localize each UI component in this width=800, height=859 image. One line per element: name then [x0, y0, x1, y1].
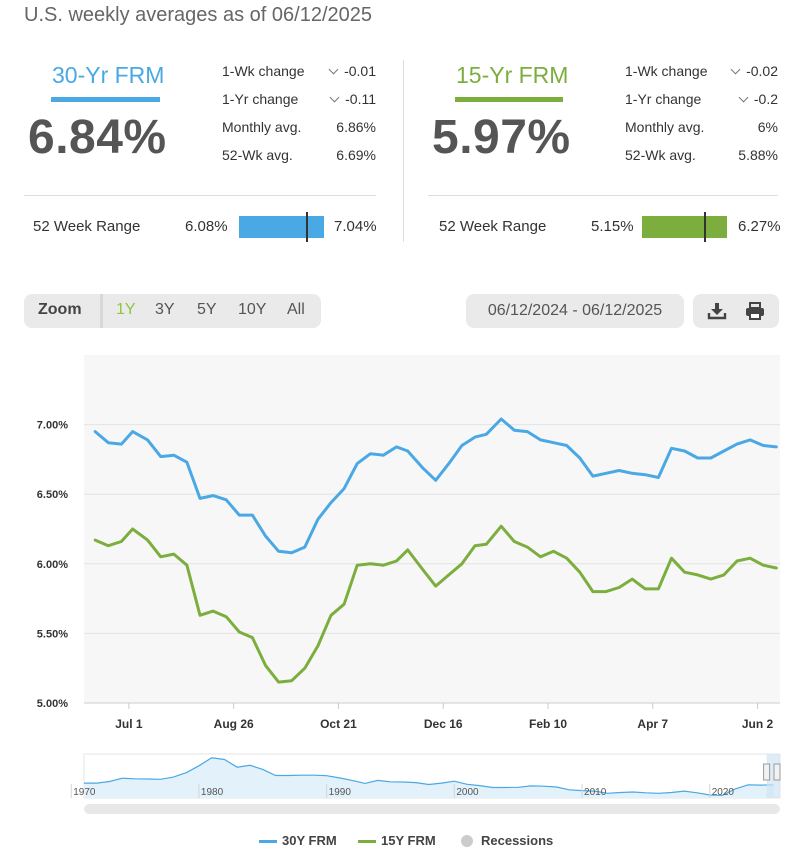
navigator-label: 1970	[73, 787, 96, 798]
panel-30yr-underline	[51, 97, 160, 102]
x-tick-label: Oct 21	[320, 717, 357, 731]
navigator-line	[84, 757, 774, 796]
navigator-label: 2000	[456, 787, 479, 798]
panel-30yr-rate: 6.84%	[28, 111, 167, 164]
stat-value: 6.69%	[336, 147, 376, 163]
stat-label: 1-Wk change	[625, 63, 708, 79]
zoom-1y-button[interactable]: 1Y	[116, 301, 136, 318]
chevron-down-icon	[730, 64, 741, 75]
chevron-down-icon	[328, 64, 339, 75]
navigator-scrollbar	[84, 804, 780, 814]
printer-icon[interactable]	[745, 302, 765, 320]
series-line-15y-frm	[93, 524, 778, 684]
x-tick-label: Jun 2	[742, 717, 774, 731]
legend: 30Y FRM 15Y FRM Recessions	[0, 826, 800, 850]
plot-area	[84, 355, 780, 703]
y-tick-label: 6.00%	[37, 559, 68, 571]
panel-divider	[24, 195, 376, 196]
range-low: 6.08%	[185, 218, 228, 235]
stat-value: -0.11	[314, 91, 376, 107]
legend-30y-swatch	[259, 840, 277, 843]
navigator-label: 1990	[329, 787, 352, 798]
panel-15yr-rate: 5.97%	[432, 111, 571, 164]
page-subtitle: U.S. weekly averages as of 06/12/2025	[24, 4, 372, 26]
panel-15yr-title: 15-Yr FRM	[456, 62, 569, 88]
range-bar	[642, 216, 727, 238]
navigator-label: 2010	[584, 787, 607, 798]
stat-label: 1-Wk change	[222, 63, 305, 79]
stat-label: Monthly avg.	[625, 119, 705, 135]
panel-30yr: 30-Yr FRM 6.84% 1-Wk change -0.01 1-Yr c…	[24, 52, 377, 252]
panel-separator	[403, 60, 404, 242]
stat-label: 1-Yr change	[222, 91, 299, 107]
chevron-down-icon	[738, 92, 749, 103]
x-tick-label: Jul 1	[115, 717, 143, 731]
navigator-label: 1980	[201, 787, 224, 798]
range-high: 6.27%	[738, 218, 781, 235]
y-tick-label: 5.00%	[37, 698, 68, 710]
stat-label: 52-Wk avg.	[222, 147, 293, 163]
stat-value: 6%	[757, 119, 778, 135]
stat-value: 6.86%	[336, 119, 376, 135]
zoom-label: Zoom	[38, 301, 82, 318]
stat-value: -0.2	[718, 91, 778, 107]
y-tick-label: 6.50%	[37, 489, 68, 501]
export-toolbar	[693, 294, 779, 328]
stat-label: 52-Wk avg.	[625, 147, 696, 163]
navigator-handle-right	[773, 763, 781, 781]
stat-label: Monthly avg.	[222, 119, 302, 135]
range-high: 7.04%	[334, 218, 377, 235]
stat-value: -0.02	[718, 63, 778, 79]
x-tick-label: Feb 10	[529, 717, 567, 731]
zoom-10y-button[interactable]: 10Y	[238, 301, 267, 318]
legend-recession-label[interactable]: Recessions	[481, 833, 554, 848]
legend-30y-label[interactable]: 30Y FRM	[282, 833, 337, 848]
x-tick-label: Apr 7	[637, 717, 668, 731]
y-tick-label: 7.00%	[37, 420, 68, 432]
range-current-marker	[704, 212, 706, 242]
series-line-30y-frm	[93, 417, 778, 555]
rate-chart: 7.00% 6.50% 6.00% 5.50% 5.00% Jul 1 Aug 26 Oct …	[37, 355, 780, 731]
range-low: 5.15%	[591, 218, 634, 235]
stat-label: 1-Yr change	[625, 91, 702, 107]
navigator[interactable]: 1970 1980 1990 2000 2010 2020	[0, 750, 800, 820]
legend-recession-swatch	[461, 835, 473, 847]
panel-15yr-underline	[455, 97, 563, 102]
panel-divider	[428, 195, 778, 196]
date-range-input[interactable]: 06/12/2024 - 06/12/2025	[466, 294, 684, 328]
legend-15y-swatch	[358, 840, 376, 843]
zoom-separator	[100, 294, 103, 328]
download-icon[interactable]	[707, 302, 727, 320]
navigator-handle-left	[763, 763, 771, 781]
legend-15y-label[interactable]: 15Y FRM	[381, 833, 436, 848]
chevron-down-icon	[329, 92, 340, 103]
range-current-marker	[306, 212, 308, 242]
panel-15yr: 15-Yr FRM 5.97% 1-Wk change -0.02 1-Yr c…	[428, 52, 781, 252]
range-label: 52 Week Range	[439, 218, 547, 235]
panel-30yr-title: 30-Yr FRM	[52, 62, 165, 88]
y-tick-label: 5.50%	[37, 628, 68, 640]
x-tick-label: Dec 16	[424, 717, 463, 731]
navigator-label: 2020	[712, 787, 735, 798]
x-tick-label: Aug 26	[214, 717, 254, 731]
zoom-3y-button[interactable]: 3Y	[155, 301, 175, 318]
stat-value: 5.88%	[738, 147, 778, 163]
stat-value: -0.01	[314, 63, 376, 79]
range-bar	[239, 216, 324, 238]
range-label: 52 Week Range	[33, 218, 141, 235]
zoom-5y-button[interactable]: 5Y	[197, 301, 217, 318]
zoom-toolbar: Zoom 1Y 3Y 5Y 10Y All	[24, 294, 321, 328]
zoom-all-button[interactable]: All	[287, 301, 305, 318]
